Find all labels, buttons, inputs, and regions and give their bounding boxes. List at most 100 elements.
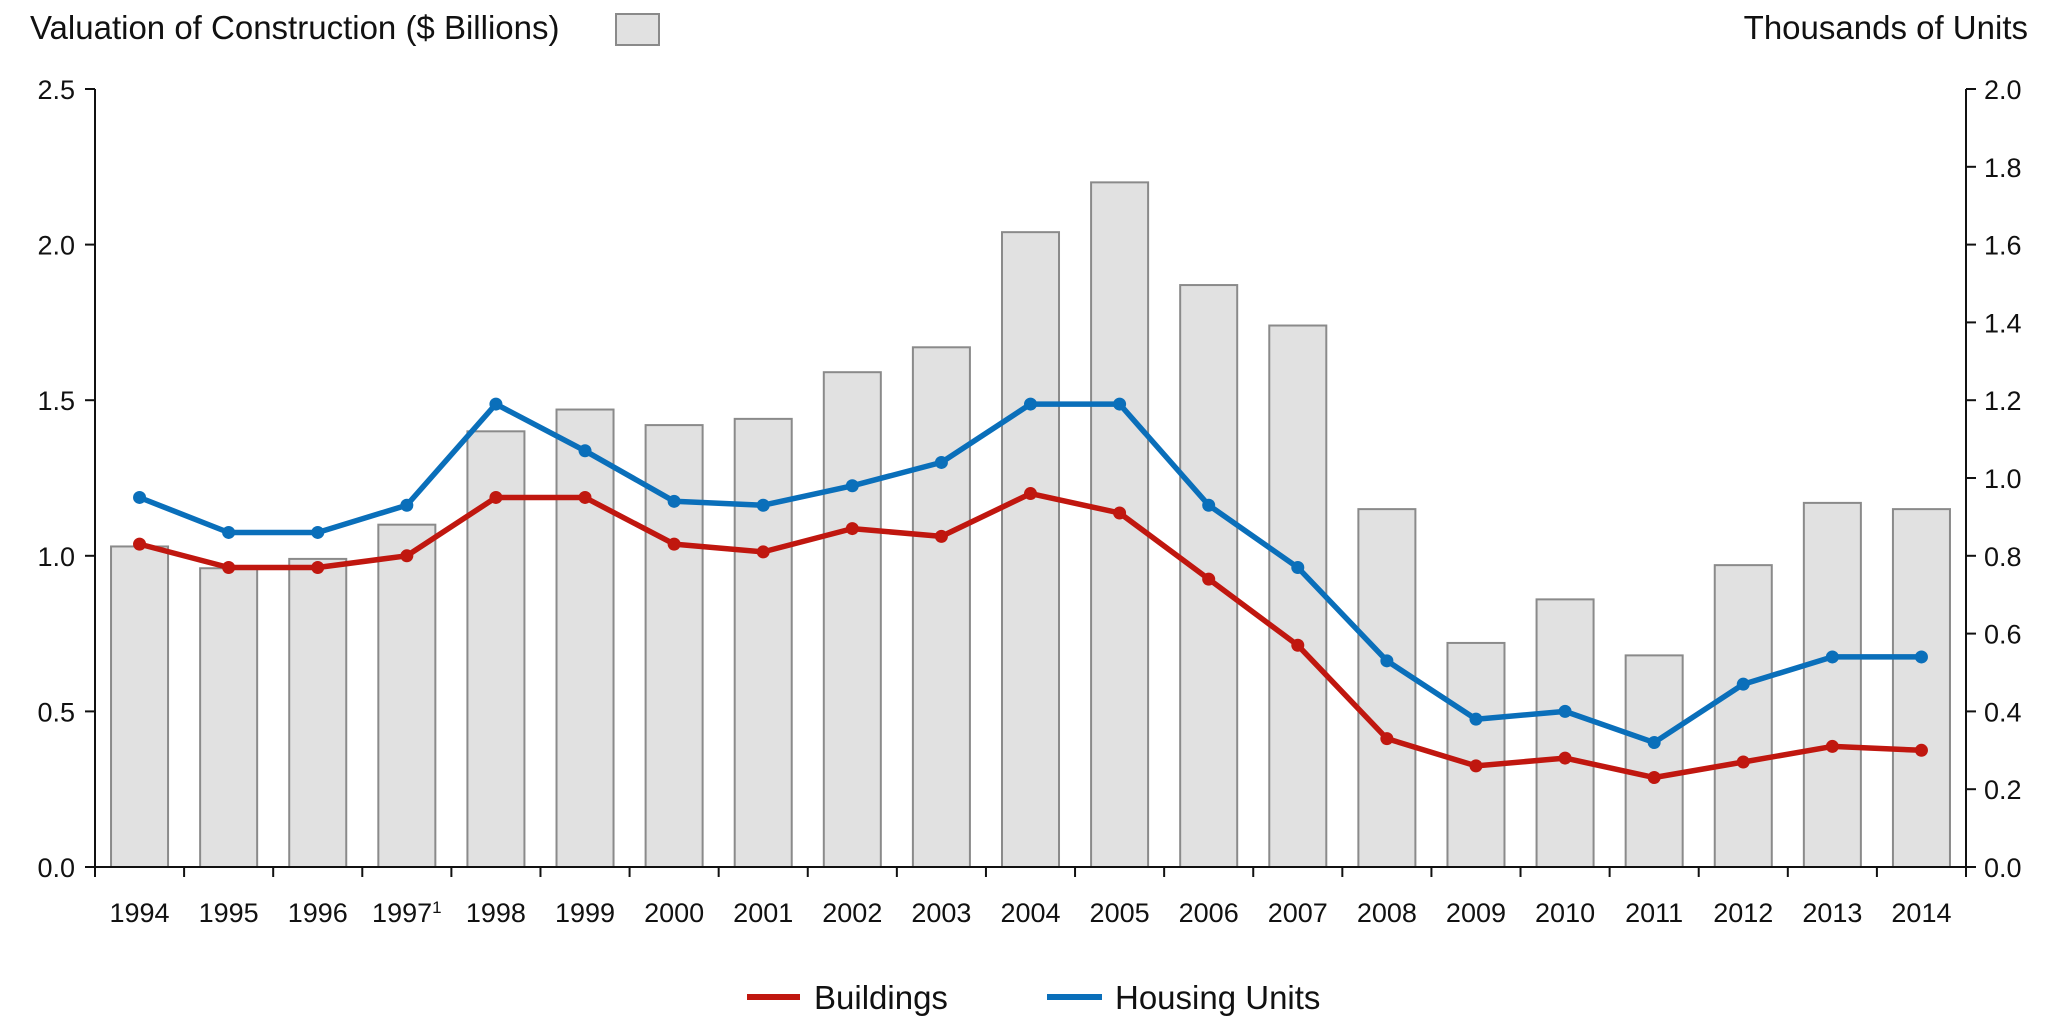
bar-2001 (733, 417, 793, 868)
x-label-2007: 2007 (1268, 898, 1328, 928)
point-buildings-2001 (756, 545, 770, 559)
right-tick-label: 0.2 (1984, 775, 2022, 805)
legend: Buildings Housing Units (747, 979, 1320, 1016)
point-buildings-2010 (1558, 751, 1572, 765)
x-label-2002: 2002 (822, 898, 882, 928)
x-label-2013: 2013 (1802, 898, 1862, 928)
x-label-2009: 2009 (1446, 898, 1506, 928)
point-housing-units-2007 (1291, 560, 1305, 574)
point-housing-units-2010 (1558, 704, 1572, 718)
bar-1997 (377, 523, 437, 868)
point-buildings-1998 (489, 490, 503, 504)
right-tick-label: 1.0 (1984, 464, 2022, 494)
x-label-2012: 2012 (1713, 898, 1773, 928)
point-housing-units-2003 (934, 455, 948, 469)
bar-2008 (1357, 508, 1417, 868)
point-housing-units-2009 (1469, 712, 1483, 726)
point-buildings-1994 (133, 537, 147, 551)
bar-2009 (1446, 641, 1506, 868)
bar-2002 (822, 371, 882, 868)
right-tick-label: 0.0 (1984, 853, 2022, 883)
x-label-1997: 19971 (372, 898, 442, 928)
point-buildings-2007 (1291, 638, 1305, 652)
point-housing-units-1997 (400, 498, 414, 512)
point-housing-units-2004 (1024, 397, 1037, 411)
bar-2013 (1802, 501, 1862, 868)
point-buildings-2005 (1113, 506, 1127, 520)
x-label-2005: 2005 (1090, 898, 1150, 928)
x-label-1999: 1999 (555, 898, 615, 928)
bar-2014 (1891, 508, 1951, 868)
point-buildings-1997 (400, 549, 414, 563)
point-housing-units-2013 (1825, 650, 1839, 664)
axes-group: 0.0 0.5 1.0 1.5 2.0 2.5 0.0 0.2 0.4 0.6 0.8 1.0 1.2 1… (37, 75, 2021, 883)
bar-2007 (1268, 324, 1328, 868)
x-label-2011: 2011 (1625, 898, 1683, 928)
point-housing-units-2008 (1380, 654, 1394, 668)
x-label-2001: 2001 (733, 898, 793, 928)
x-label-1994: 1994 (110, 898, 170, 928)
lines-group (133, 397, 1928, 785)
point-housing-units-1994 (133, 490, 147, 504)
bar-1999 (555, 408, 615, 868)
right-tick-label: 1.4 (1984, 308, 2022, 338)
point-housing-units-2000 (667, 494, 681, 508)
x-label-2008: 2008 (1357, 898, 1417, 928)
point-buildings-1999 (578, 490, 592, 504)
bar-2011 (1624, 654, 1684, 868)
footnote-marker: 1 (432, 898, 441, 917)
x-label-1995: 1995 (199, 898, 259, 928)
left-axis-title: Valuation of Construction ($ Billions) (30, 9, 559, 46)
left-tick-label: 1.0 (37, 542, 75, 572)
bar-2004 (1000, 231, 1061, 869)
point-housing-units-2014 (1914, 650, 1928, 664)
bar-2010 (1535, 598, 1595, 868)
bar-2012 (1713, 564, 1773, 868)
point-buildings-2014 (1914, 743, 1928, 757)
left-tick-label: 2.0 (37, 231, 75, 261)
right-tick-label: 0.6 (1984, 620, 2022, 650)
legend-label-buildings: Buildings (814, 979, 948, 1016)
x-label-1996: 1996 (288, 898, 348, 928)
x-label-2003: 2003 (911, 898, 971, 928)
point-buildings-2004 (1024, 487, 1037, 501)
x-label-2004: 2004 (1000, 898, 1060, 928)
point-buildings-1995 (222, 560, 236, 574)
point-buildings-2002 (845, 522, 859, 536)
point-buildings-2013 (1825, 739, 1839, 753)
left-tick-label: 0.0 (37, 853, 75, 883)
bar-1994 (110, 545, 170, 868)
x-label-2010: 2010 (1535, 898, 1595, 928)
point-housing-units-2011 (1647, 736, 1661, 750)
right-axis-title: Thousands of Units (1744, 9, 2028, 46)
point-buildings-2008 (1380, 732, 1394, 746)
right-tick-label: 2.0 (1984, 75, 2022, 105)
right-tick-label: 0.8 (1984, 542, 2022, 572)
point-housing-units-1995 (222, 525, 236, 539)
right-tick-label: 1.8 (1984, 153, 2022, 183)
x-label-2000: 2000 (644, 898, 704, 928)
point-buildings-2003 (934, 529, 948, 543)
point-housing-units-2006 (1202, 498, 1216, 512)
point-buildings-2011 (1647, 771, 1661, 785)
point-buildings-2000 (667, 537, 681, 551)
legend-label-housing-units: Housing Units (1115, 979, 1320, 1016)
x-label-2006: 2006 (1179, 898, 1239, 928)
bar-1996 (288, 557, 348, 868)
left-tick-label: 1.5 (37, 386, 75, 416)
bars-group (110, 181, 1951, 869)
point-housing-units-1999 (578, 444, 592, 458)
left-tick-label: 0.5 (37, 697, 75, 727)
point-housing-units-2012 (1736, 677, 1750, 691)
point-housing-units-2005 (1113, 397, 1127, 411)
point-housing-units-2001 (756, 498, 770, 512)
right-tick-label: 0.4 (1984, 697, 2022, 727)
bar-legend-swatch (615, 13, 660, 46)
point-buildings-2006 (1202, 572, 1216, 586)
right-tick-label: 1.6 (1984, 231, 2022, 261)
x-label-1998: 1998 (466, 898, 526, 928)
point-buildings-1996 (311, 560, 325, 574)
x-label-2014: 2014 (1891, 898, 1951, 928)
left-tick-label: 2.5 (37, 75, 75, 105)
